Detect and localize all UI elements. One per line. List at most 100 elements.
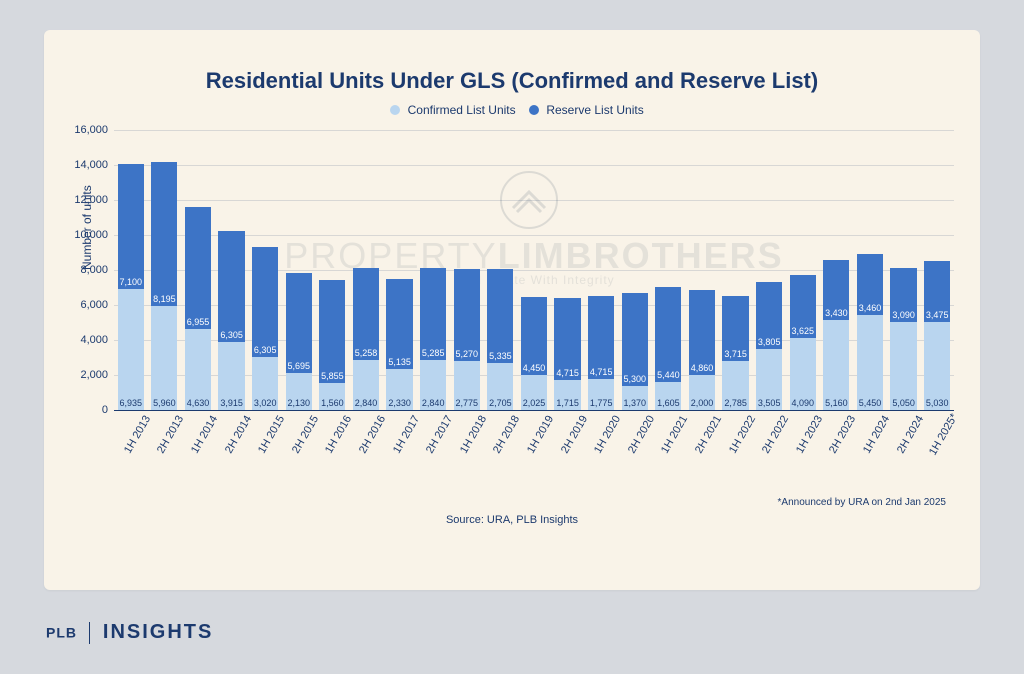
brand-right: INSIGHTS [103,621,213,643]
bar-segment-reserve [857,254,883,315]
bar-segment-confirmed [118,289,144,410]
bar-segment-reserve [554,298,580,381]
chart-source: Source: URA, PLB Insights [44,514,980,526]
bar-segment-reserve [252,247,278,357]
bar-segment-reserve [118,164,144,288]
bar-segment-confirmed [319,383,345,410]
bar-segment-reserve [353,268,379,360]
brand-logo: PLB INSIGHTS [46,621,213,644]
chart-legend: Confirmed List Units Reserve List Units [44,102,980,117]
bar-segment-reserve [655,287,681,382]
bar-segment-reserve [924,261,950,322]
x-tick-label: 2H 2013 [155,414,186,456]
bar-segment-confirmed [252,357,278,410]
bar-segment-confirmed [353,360,379,410]
legend-dot-confirmed [390,105,400,115]
bar-segment-confirmed [386,369,412,410]
x-tick-label: 1H 2025* [927,412,960,458]
y-tick-label: 0 [102,404,108,416]
bar-segment-reserve [790,275,816,338]
bar-segment-reserve [823,260,849,320]
bar-segment-reserve [286,273,312,373]
x-tick-label: 2H 2020 [626,414,657,456]
x-tick-label: 1H 2016 [323,414,354,456]
bar-segment-confirmed [286,373,312,410]
bar-segment-reserve [319,280,345,382]
plot-area: 02,0004,0006,0008,00010,00012,00014,0001… [114,130,954,410]
x-tick-label: 1H 2017 [391,414,422,456]
y-tick-label: 4,000 [80,334,108,346]
bar-segment-reserve [185,207,211,329]
x-tick-label: 1H 2015 [256,414,287,456]
bar-segment-reserve [521,297,547,375]
y-tick-label: 10,000 [74,229,108,241]
x-tick-label: 1H 2023 [794,414,825,456]
x-tick-label: 2H 2017 [424,414,455,456]
bar-segment-confirmed [689,375,715,410]
x-tick-label: 1H 2013 [122,414,153,456]
brand-separator-icon [89,622,90,644]
bar-segment-confirmed [890,322,916,410]
bar-segment-reserve [454,269,480,361]
bar-segment-confirmed [823,320,849,410]
bar-segment-reserve [890,268,916,322]
bar-segment-confirmed [924,322,950,410]
bar-segment-confirmed [218,342,244,411]
chart-title: Residential Units Under GLS (Confirmed a… [44,68,980,94]
bar-segment-reserve [722,296,748,361]
bar-segment-reserve [386,279,412,369]
bar-segment-reserve [151,162,177,305]
bar-segment-confirmed [454,361,480,410]
x-tick-label: 2H 2016 [357,414,388,456]
x-tick-label: 1H 2021 [659,414,690,456]
bar-segment-reserve [622,293,648,386]
legend-dot-reserve [529,105,539,115]
x-tick-label: 1H 2022 [727,414,758,456]
x-tick-label: 2H 2021 [693,414,724,456]
bars-container: 6,9357,1001H 20135,9608,1952H 20134,6306… [114,130,954,410]
x-tick-label: 2H 2024 [895,414,926,456]
bar-segment-reserve [218,231,244,341]
bar-segment-reserve [487,269,513,362]
x-tick-label: 2H 2023 [827,414,858,456]
y-tick-label: 12,000 [74,194,108,206]
bar-segment-confirmed [521,375,547,410]
bar-segment-confirmed [185,329,211,410]
bar-segment-confirmed [622,386,648,410]
y-tick-label: 14,000 [74,159,108,171]
x-tick-label: 1H 2018 [458,414,489,456]
chart-card: Residential Units Under GLS (Confirmed a… [44,30,980,590]
x-tick-label: 2H 2018 [491,414,522,456]
bar-segment-confirmed [655,382,681,410]
x-tick-label: 2H 2015 [290,414,321,456]
legend-label-reserve: Reserve List Units [546,103,643,117]
y-tick-label: 16,000 [74,124,108,136]
brand-left: PLB [46,625,77,641]
x-tick-label: 1H 2020 [592,414,623,456]
bar-segment-confirmed [756,349,782,410]
x-tick-label: 2H 2014 [223,414,254,456]
y-tick-label: 8,000 [80,264,108,276]
bar-segment-confirmed [790,338,816,410]
bar-segment-confirmed [487,363,513,410]
x-tick-label: 1H 2014 [189,414,220,456]
bar-segment-reserve [689,290,715,375]
bar-segment-reserve [588,296,614,379]
legend-label-confirmed: Confirmed List Units [408,103,516,117]
chart-footnote: *Announced by URA on 2nd Jan 2025 [778,497,946,508]
y-tick-label: 6,000 [80,299,108,311]
bar-segment-confirmed [588,379,614,410]
bar-segment-confirmed [857,315,883,410]
bar-segment-confirmed [420,360,446,410]
bar-segment-confirmed [554,380,580,410]
bar-segment-reserve [756,282,782,349]
bar-segment-confirmed [722,361,748,410]
bar-segment-reserve [420,268,446,360]
x-tick-label: 1H 2019 [525,414,556,456]
x-tick-label: 1H 2024 [861,414,892,456]
x-axis-baseline [114,410,954,411]
y-tick-label: 2,000 [80,369,108,381]
x-tick-label: 2H 2019 [559,414,590,456]
bar-segment-confirmed [151,306,177,410]
x-tick-label: 2H 2022 [760,414,791,456]
